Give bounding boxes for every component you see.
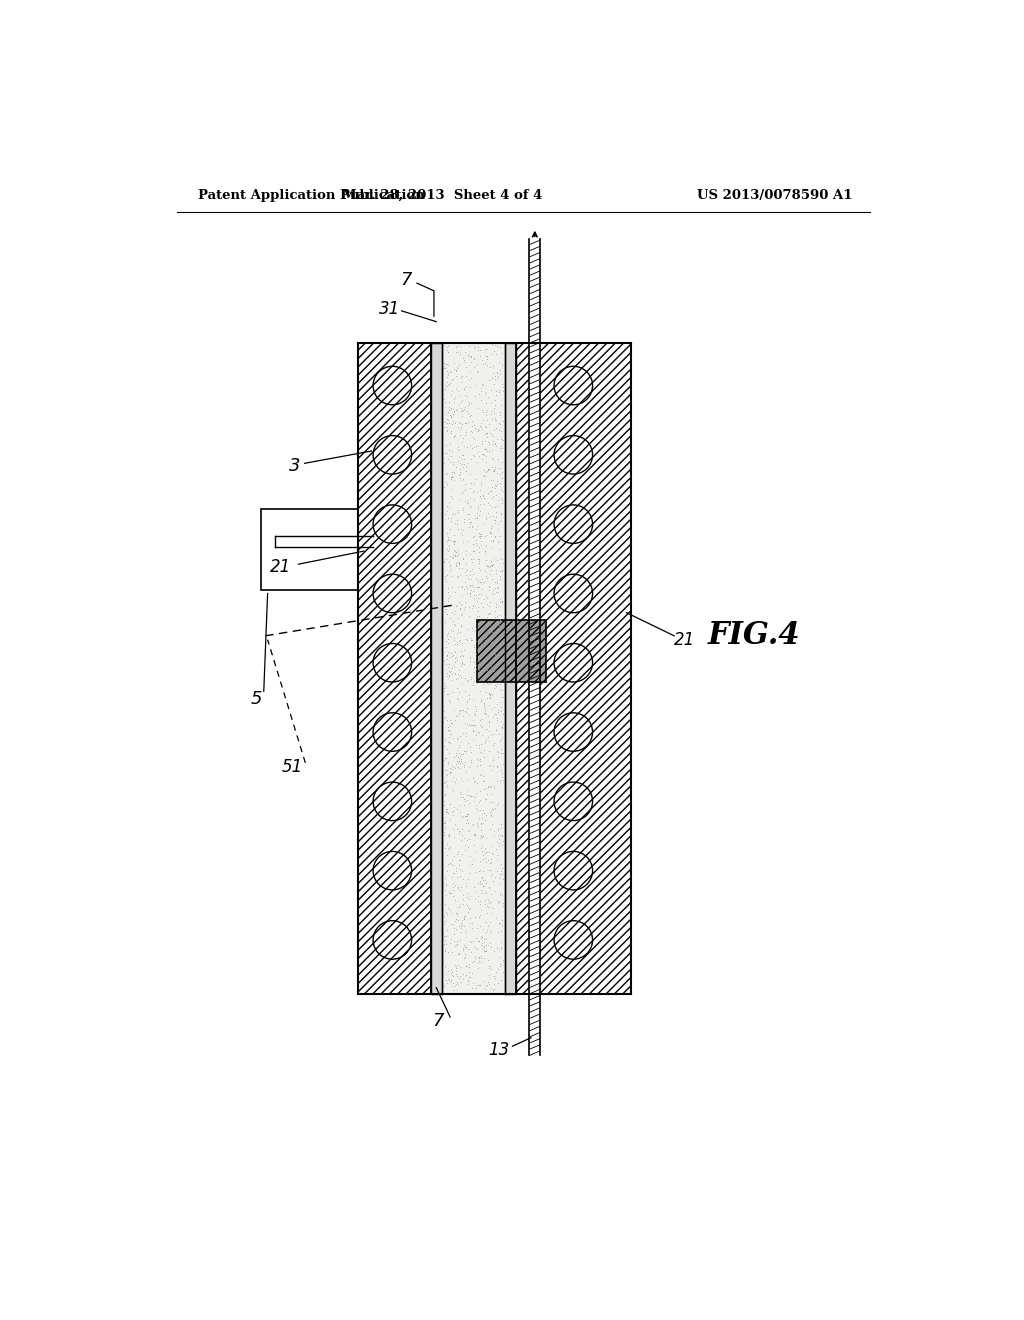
Bar: [529, 343, 541, 994]
Circle shape: [554, 851, 593, 890]
Bar: [477, 620, 547, 682]
Text: 7: 7: [400, 271, 412, 289]
Bar: [515, 343, 631, 994]
Circle shape: [373, 781, 412, 821]
Bar: [357, 343, 431, 994]
Text: 3: 3: [289, 458, 300, 475]
Text: 7: 7: [433, 1012, 444, 1030]
Bar: [431, 343, 441, 994]
Circle shape: [373, 436, 412, 474]
Circle shape: [554, 713, 593, 751]
Circle shape: [373, 921, 412, 960]
Text: Patent Application Publication: Patent Application Publication: [199, 189, 425, 202]
Text: 21: 21: [675, 631, 695, 648]
Circle shape: [554, 781, 593, 821]
Circle shape: [373, 644, 412, 682]
Circle shape: [554, 367, 593, 405]
Text: 51: 51: [282, 758, 303, 776]
Text: FIG.4: FIG.4: [708, 620, 801, 651]
Circle shape: [373, 574, 412, 612]
Bar: [477, 620, 547, 682]
Circle shape: [554, 436, 593, 474]
Circle shape: [554, 644, 593, 682]
Text: Mar. 28, 2013  Sheet 4 of 4: Mar. 28, 2013 Sheet 4 of 4: [342, 189, 543, 202]
Circle shape: [554, 574, 593, 612]
Text: 13: 13: [488, 1041, 509, 1059]
Bar: [515, 343, 631, 994]
Text: 21: 21: [270, 557, 292, 576]
Circle shape: [554, 921, 593, 960]
Circle shape: [373, 851, 412, 890]
Text: 5: 5: [250, 690, 262, 708]
Text: 31: 31: [380, 300, 400, 318]
Circle shape: [373, 713, 412, 751]
Circle shape: [373, 367, 412, 405]
Bar: [357, 343, 431, 994]
Text: US 2013/0078590 A1: US 2013/0078590 A1: [696, 189, 852, 202]
Bar: [431, 343, 515, 994]
Bar: [261, 508, 357, 590]
Circle shape: [554, 506, 593, 544]
Circle shape: [373, 506, 412, 544]
Bar: [505, 343, 515, 994]
